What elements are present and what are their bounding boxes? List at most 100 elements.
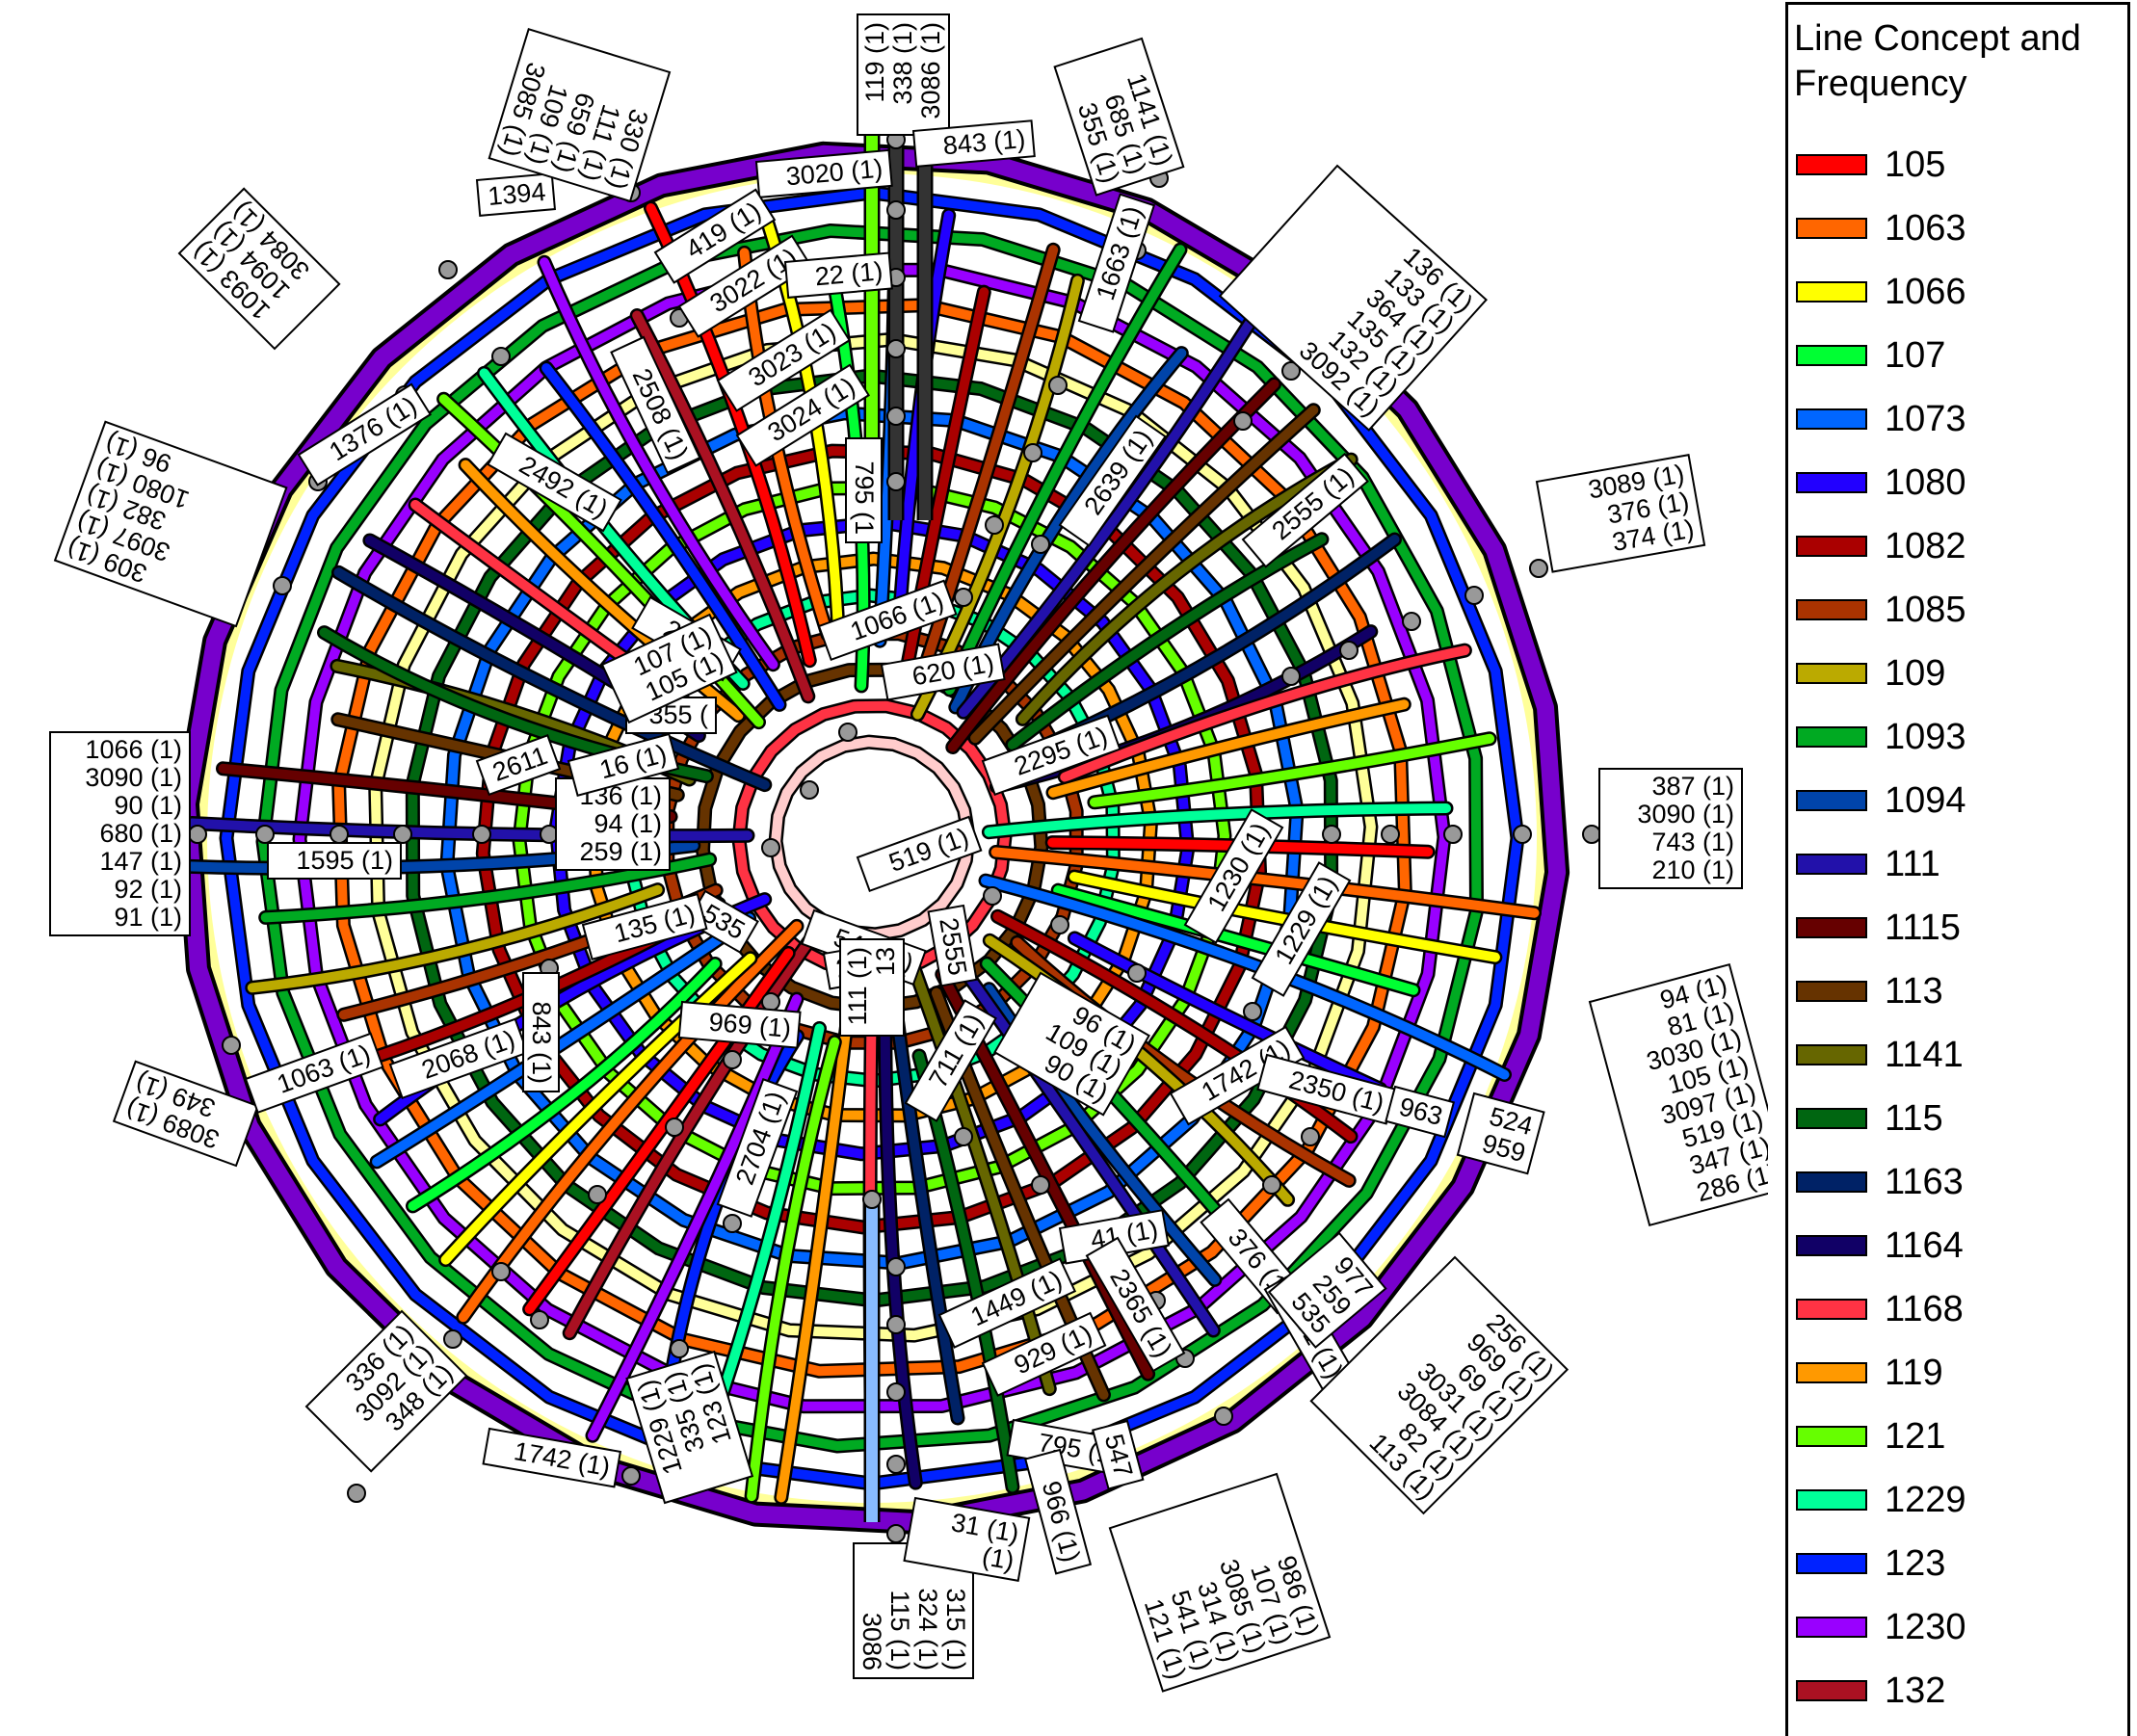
legend-swatch <box>1796 1553 1867 1574</box>
station-marker <box>666 1118 683 1136</box>
legend-label: 1230 <box>1885 1607 1966 1648</box>
label-label_111_13: 111 (1) 13 <box>840 939 904 1036</box>
legend-swatch <box>1796 1680 1867 1701</box>
station-marker <box>1032 536 1049 553</box>
legend-label: 132 <box>1885 1670 1945 1712</box>
legend-item-113: 113 <box>1796 972 1943 1011</box>
label-text: 843 (1) <box>527 1001 556 1084</box>
station-marker <box>1323 826 1340 843</box>
legend-label: 1080 <box>1885 462 1966 504</box>
label-left_top_stack: 1093 (1)1094 (1)3084 (1) <box>179 189 339 349</box>
legend-label: 121 <box>1885 1416 1945 1458</box>
legend-swatch <box>1796 854 1867 875</box>
label-label_795: 795 (1 <box>846 438 882 542</box>
legend-label: 123 <box>1885 1543 1945 1585</box>
station-marker <box>1024 444 1042 461</box>
legend-swatch <box>1796 663 1867 684</box>
station-marker <box>887 201 905 219</box>
legend-swatch <box>1796 981 1867 1002</box>
station-marker <box>394 826 411 843</box>
legend-item-1230: 1230 <box>1796 1608 1966 1646</box>
station-marker <box>1444 826 1462 843</box>
legend-item-1066: 1066 <box>1796 273 1966 311</box>
legend-label: 1168 <box>1885 1289 1964 1330</box>
station-marker <box>1465 587 1483 604</box>
station-marker <box>1302 1128 1319 1145</box>
station-marker <box>439 261 457 278</box>
legend-label: 105 <box>1885 145 1945 186</box>
legend-item-1080: 1080 <box>1796 463 1966 502</box>
station-marker <box>589 1186 606 1203</box>
legend-swatch <box>1796 1044 1867 1065</box>
label-text: 3086 <box>857 1613 886 1670</box>
label-text: 3090 (1) <box>1637 800 1734 829</box>
legend-item-111: 111 <box>1796 845 1940 883</box>
legend-label: 1093 <box>1885 717 1966 758</box>
station-marker <box>622 1467 640 1485</box>
station-marker <box>986 516 1003 534</box>
label-text: 111 (1) <box>843 947 872 1026</box>
station-marker <box>887 1456 905 1473</box>
label-text: 3090 (1) <box>85 763 182 792</box>
station-marker <box>274 577 291 594</box>
station-marker <box>1382 826 1399 843</box>
legend-label: 1163 <box>1885 1162 1964 1203</box>
legend-swatch <box>1796 599 1867 620</box>
legend-swatch <box>1796 472 1867 493</box>
legend-label: 111 <box>1885 844 1940 885</box>
label-text: 795 (1 <box>850 460 879 535</box>
legend-label: 1073 <box>1885 399 1966 440</box>
station-marker <box>762 993 779 1011</box>
legend-item-1082: 1082 <box>1796 527 1966 566</box>
legend-item-123: 123 <box>1796 1544 1945 1583</box>
station-marker <box>473 826 490 843</box>
legend-swatch <box>1796 1617 1867 1638</box>
station-marker <box>955 589 972 606</box>
station-marker <box>887 340 905 357</box>
legend-item-119: 119 <box>1796 1354 1943 1392</box>
station-marker <box>955 1128 972 1145</box>
legend-label: 109 <box>1885 653 1945 695</box>
station-marker <box>1403 613 1420 630</box>
legend-item-115: 115 <box>1796 1099 1943 1138</box>
legend-swatch <box>1796 281 1867 302</box>
legend-label: 119 <box>1885 1353 1943 1394</box>
label-text: 147 (1) <box>99 847 182 876</box>
legend-title: Line Concept and <box>1794 16 2127 62</box>
station-marker <box>1263 1176 1280 1194</box>
station-marker <box>762 839 779 856</box>
station-marker <box>887 1383 905 1401</box>
label-text: 91 (1) <box>114 903 182 932</box>
legend-label: 1085 <box>1885 590 1966 631</box>
label-text: 22 (1) <box>814 256 884 291</box>
legend-swatch <box>1796 218 1867 239</box>
legend-item-1085: 1085 <box>1796 591 1966 629</box>
station-marker <box>348 1485 365 1502</box>
legend-item-105: 105 <box>1796 145 1945 184</box>
label-text: 94 (1) <box>594 809 662 838</box>
station-marker <box>863 1191 881 1208</box>
station-marker <box>531 1311 548 1328</box>
legend-label: 1141 <box>1885 1035 1964 1076</box>
label-text: 3086 (1) <box>916 22 945 119</box>
label-text: 90 (1) <box>114 791 182 820</box>
station-marker <box>1583 826 1600 843</box>
legend-label: 1066 <box>1885 272 1966 313</box>
legend-panel: Line Concept and Frequency 105 1063 1066 10… <box>1785 2 2130 1736</box>
label-text: 1394 <box>487 177 546 211</box>
station-marker <box>671 1340 688 1357</box>
label-text: 92 (1) <box>114 875 182 904</box>
station-marker <box>1530 560 1547 577</box>
station-marker <box>492 1263 510 1280</box>
station-marker <box>223 1037 240 1054</box>
legend-swatch <box>1796 1171 1867 1193</box>
label-text: 743 (1) <box>1651 828 1734 856</box>
station-marker <box>492 348 510 365</box>
station-marker <box>724 1215 741 1232</box>
label-label_1595: 1595 (1) <box>268 843 401 879</box>
label-label_843b: 843 (1) <box>523 973 559 1092</box>
station-marker <box>887 408 905 425</box>
station-marker <box>1340 642 1358 659</box>
station-marker <box>256 826 274 843</box>
station-marker <box>887 473 905 490</box>
